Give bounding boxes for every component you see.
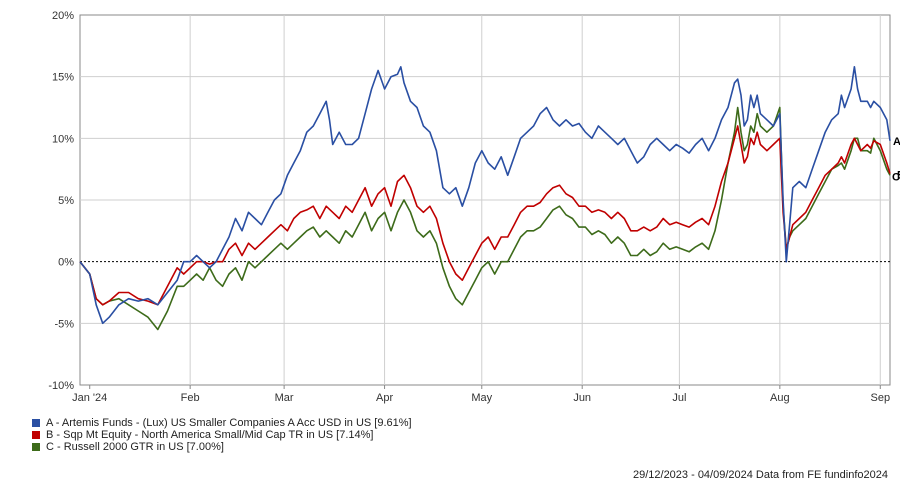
y-tick-label: 0% xyxy=(58,257,74,269)
legend-item-c: C - Russell 2000 GTR in US [7.00%] xyxy=(32,441,412,453)
series-line-c xyxy=(79,106,891,331)
end-label-b: B xyxy=(897,170,900,182)
y-tick-label: 15% xyxy=(52,72,74,84)
x-tick-label: Jun xyxy=(573,392,591,404)
legend-label-a: A - Artemis Funds - (Lux) US Smaller Com… xyxy=(46,417,412,429)
legend-swatch-b xyxy=(32,431,40,439)
x-tick-label: Feb xyxy=(181,392,200,404)
y-tick-label: -10% xyxy=(48,380,74,392)
x-tick-label: Mar xyxy=(275,392,294,404)
footer-source: 29/12/2023 - 04/09/2024 Data from FE fun… xyxy=(632,469,888,481)
y-tick-label: -5% xyxy=(54,318,74,330)
y-tick-label: 10% xyxy=(52,133,74,145)
x-tick-label: Jan '24 xyxy=(72,392,107,404)
legend-swatch-c xyxy=(32,443,40,451)
series-line-a xyxy=(79,66,891,325)
legend-label-c: C - Russell 2000 GTR in US [7.00%] xyxy=(46,441,224,453)
x-tick-label: Apr xyxy=(376,392,393,404)
end-label-a: A xyxy=(893,136,900,148)
x-tick-label: Aug xyxy=(770,392,790,404)
legend-label-b: B - Sqp Mt Equity - North America Small/… xyxy=(46,429,374,441)
y-tick-label: 20% xyxy=(52,10,74,22)
x-tick-label: Sep xyxy=(870,392,890,404)
x-tick-label: May xyxy=(471,392,492,404)
y-tick-label: 5% xyxy=(58,195,74,207)
x-tick-label: Jul xyxy=(672,392,686,404)
legend-item-a: A - Artemis Funds - (Lux) US Smaller Com… xyxy=(32,417,412,429)
legend-item-b: B - Sqp Mt Equity - North America Small/… xyxy=(32,429,412,441)
legend-swatch-a xyxy=(32,419,40,427)
legend: A - Artemis Funds - (Lux) US Smaller Com… xyxy=(32,417,412,453)
end-label-c: C xyxy=(892,171,900,183)
